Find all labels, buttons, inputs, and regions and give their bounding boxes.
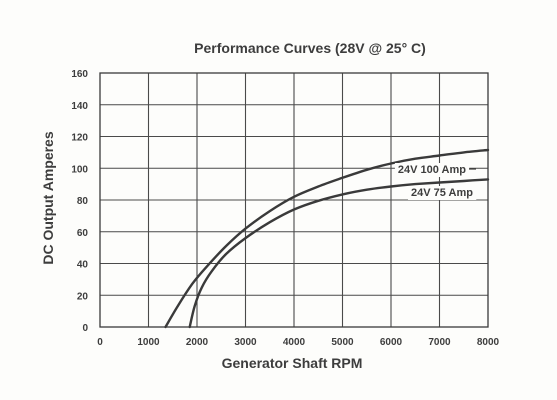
tick-labels: 0 1000 2000 3000 4000 5000 6000 7000 8000 0 20 40 60… — [71, 69, 499, 348]
y-tick-label: 80 — [77, 196, 89, 207]
series-label: 24V 100 Amp — [398, 164, 466, 176]
y-tick-label: 60 — [77, 228, 89, 239]
x-tick-label: 0 — [97, 337, 103, 348]
series-label: 24V 75 Amp — [411, 187, 473, 199]
x-tick-label: 6000 — [380, 337, 403, 348]
x-tick-label: 8000 — [477, 337, 500, 348]
y-tick-label: 120 — [71, 133, 88, 144]
series-line-100-amp — [164, 148, 490, 329]
x-tick-label: 7000 — [428, 337, 451, 348]
x-tick-label: 5000 — [331, 337, 354, 348]
y-tick-label: 140 — [71, 101, 88, 112]
x-tick-label: 4000 — [283, 337, 306, 348]
y-tick-label: 100 — [71, 164, 88, 175]
series-labels: 24V 100 Amp 24V 75 Amp — [394, 163, 477, 200]
grid — [100, 73, 488, 327]
chart-title: Performance Curves (28V @ 25° C) — [194, 40, 426, 56]
x-tick-label: 2000 — [186, 337, 209, 348]
y-tick-label: 160 — [71, 69, 88, 80]
y-tick-label: 40 — [77, 260, 89, 271]
y-axis-label: DC Output Amperes — [40, 131, 56, 264]
series-label-background — [394, 163, 470, 177]
series-lines — [164, 148, 490, 329]
y-tick-label: 0 — [82, 323, 88, 334]
y-tick-label: 20 — [77, 291, 89, 302]
x-tick-label: 3000 — [234, 337, 257, 348]
x-axis-label: Generator Shaft RPM — [222, 355, 363, 371]
series-line-75-amp — [188, 178, 490, 329]
x-tick-label: 1000 — [137, 337, 160, 348]
series-label-background — [408, 186, 477, 200]
plot-frame — [99, 72, 489, 328]
